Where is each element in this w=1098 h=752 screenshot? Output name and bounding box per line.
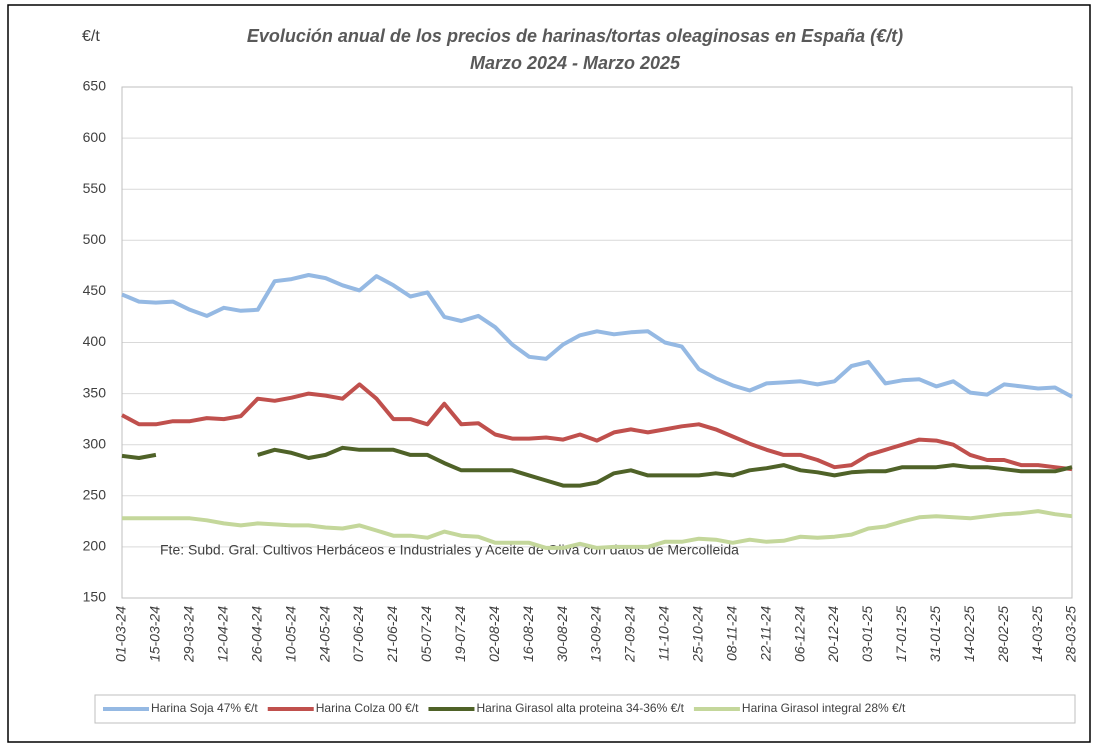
x-tick-label: 21-06-24 bbox=[384, 606, 400, 663]
legend-label: Harina Girasol integral 28% €/t bbox=[742, 701, 906, 715]
plot-frame bbox=[121, 86, 1073, 599]
x-tick-label: 25-10-24 bbox=[689, 606, 705, 663]
chart-subtitle: Marzo 2024 - Marzo 2025 bbox=[470, 53, 681, 73]
series-line bbox=[121, 382, 1073, 472]
x-tick-label: 28-02-25 bbox=[995, 606, 1011, 663]
x-tick-label: 24-05-24 bbox=[316, 606, 332, 663]
x-tick-label: 29-03-24 bbox=[181, 606, 197, 663]
x-tick-label: 28-03-25 bbox=[1063, 606, 1079, 663]
x-tick-label: 16-08-24 bbox=[520, 606, 536, 662]
chart-frame bbox=[7, 4, 1091, 743]
x-tick-label: 14-03-25 bbox=[1029, 606, 1045, 662]
y-tick-label: 450 bbox=[83, 282, 107, 298]
y-tick-label: 600 bbox=[83, 129, 107, 145]
y-axis-label: €/t bbox=[82, 28, 100, 45]
x-tick-label: 14-02-25 bbox=[961, 606, 977, 662]
y-tick-label: 550 bbox=[83, 180, 107, 196]
x-tick-label: 03-01-25 bbox=[859, 606, 875, 662]
series-line bbox=[121, 273, 1073, 399]
x-tick-label: 07-06-24 bbox=[350, 606, 366, 662]
x-tick-label: 22-11-24 bbox=[757, 606, 773, 662]
x-tick-label: 12-04-24 bbox=[214, 606, 230, 662]
y-tick-label: 300 bbox=[83, 435, 107, 451]
x-tick-label: 17-01-25 bbox=[893, 606, 909, 662]
x-tick-label: 19-07-24 bbox=[452, 606, 468, 662]
legend-frame bbox=[94, 694, 1076, 724]
y-tick-label: 150 bbox=[83, 589, 107, 605]
x-tick-label: 30-08-24 bbox=[554, 606, 570, 662]
x-tick-label: 05-07-24 bbox=[418, 606, 434, 662]
chart-title: Evolución anual de los precios de harina… bbox=[247, 26, 903, 46]
legend-label: Harina Soja 47% €/t bbox=[151, 701, 258, 715]
series-line bbox=[121, 445, 1073, 488]
x-tick-label: 31-01-25 bbox=[927, 606, 943, 662]
x-tick-label: 08-11-24 bbox=[723, 606, 739, 661]
x-tick-label: 10-05-24 bbox=[282, 606, 298, 662]
y-tick-label: 250 bbox=[83, 487, 107, 503]
x-tick-label: 01-03-24 bbox=[113, 606, 129, 662]
x-tick-label: 20-12-24 bbox=[825, 606, 841, 663]
y-tick-label: 500 bbox=[83, 231, 107, 247]
x-tick-label: 02-08-24 bbox=[486, 606, 502, 662]
x-tick-label: 15-03-24 bbox=[147, 606, 163, 662]
y-tick-label: 650 bbox=[83, 78, 107, 94]
legend-label: Harina Colza 00 €/t bbox=[316, 701, 419, 715]
x-tick-label: 06-12-24 bbox=[791, 606, 807, 662]
y-tick-label: 400 bbox=[83, 333, 107, 349]
legend-label: Harina Girasol alta proteina 34-36% €/t bbox=[476, 701, 684, 715]
y-tick-label: 350 bbox=[83, 384, 107, 400]
series-line bbox=[122, 509, 1073, 550]
x-tick-label: 26-04-24 bbox=[248, 606, 264, 663]
x-tick-label: 27-09-24 bbox=[622, 606, 638, 663]
x-tick-label: 11-10-24 bbox=[656, 606, 672, 661]
x-tick-label: 13-09-24 bbox=[588, 606, 604, 662]
y-tick-label: 200 bbox=[83, 538, 107, 554]
